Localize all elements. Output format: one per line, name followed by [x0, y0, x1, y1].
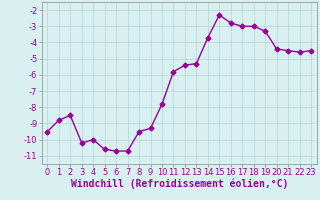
X-axis label: Windchill (Refroidissement éolien,°C): Windchill (Refroidissement éolien,°C)	[70, 179, 288, 189]
